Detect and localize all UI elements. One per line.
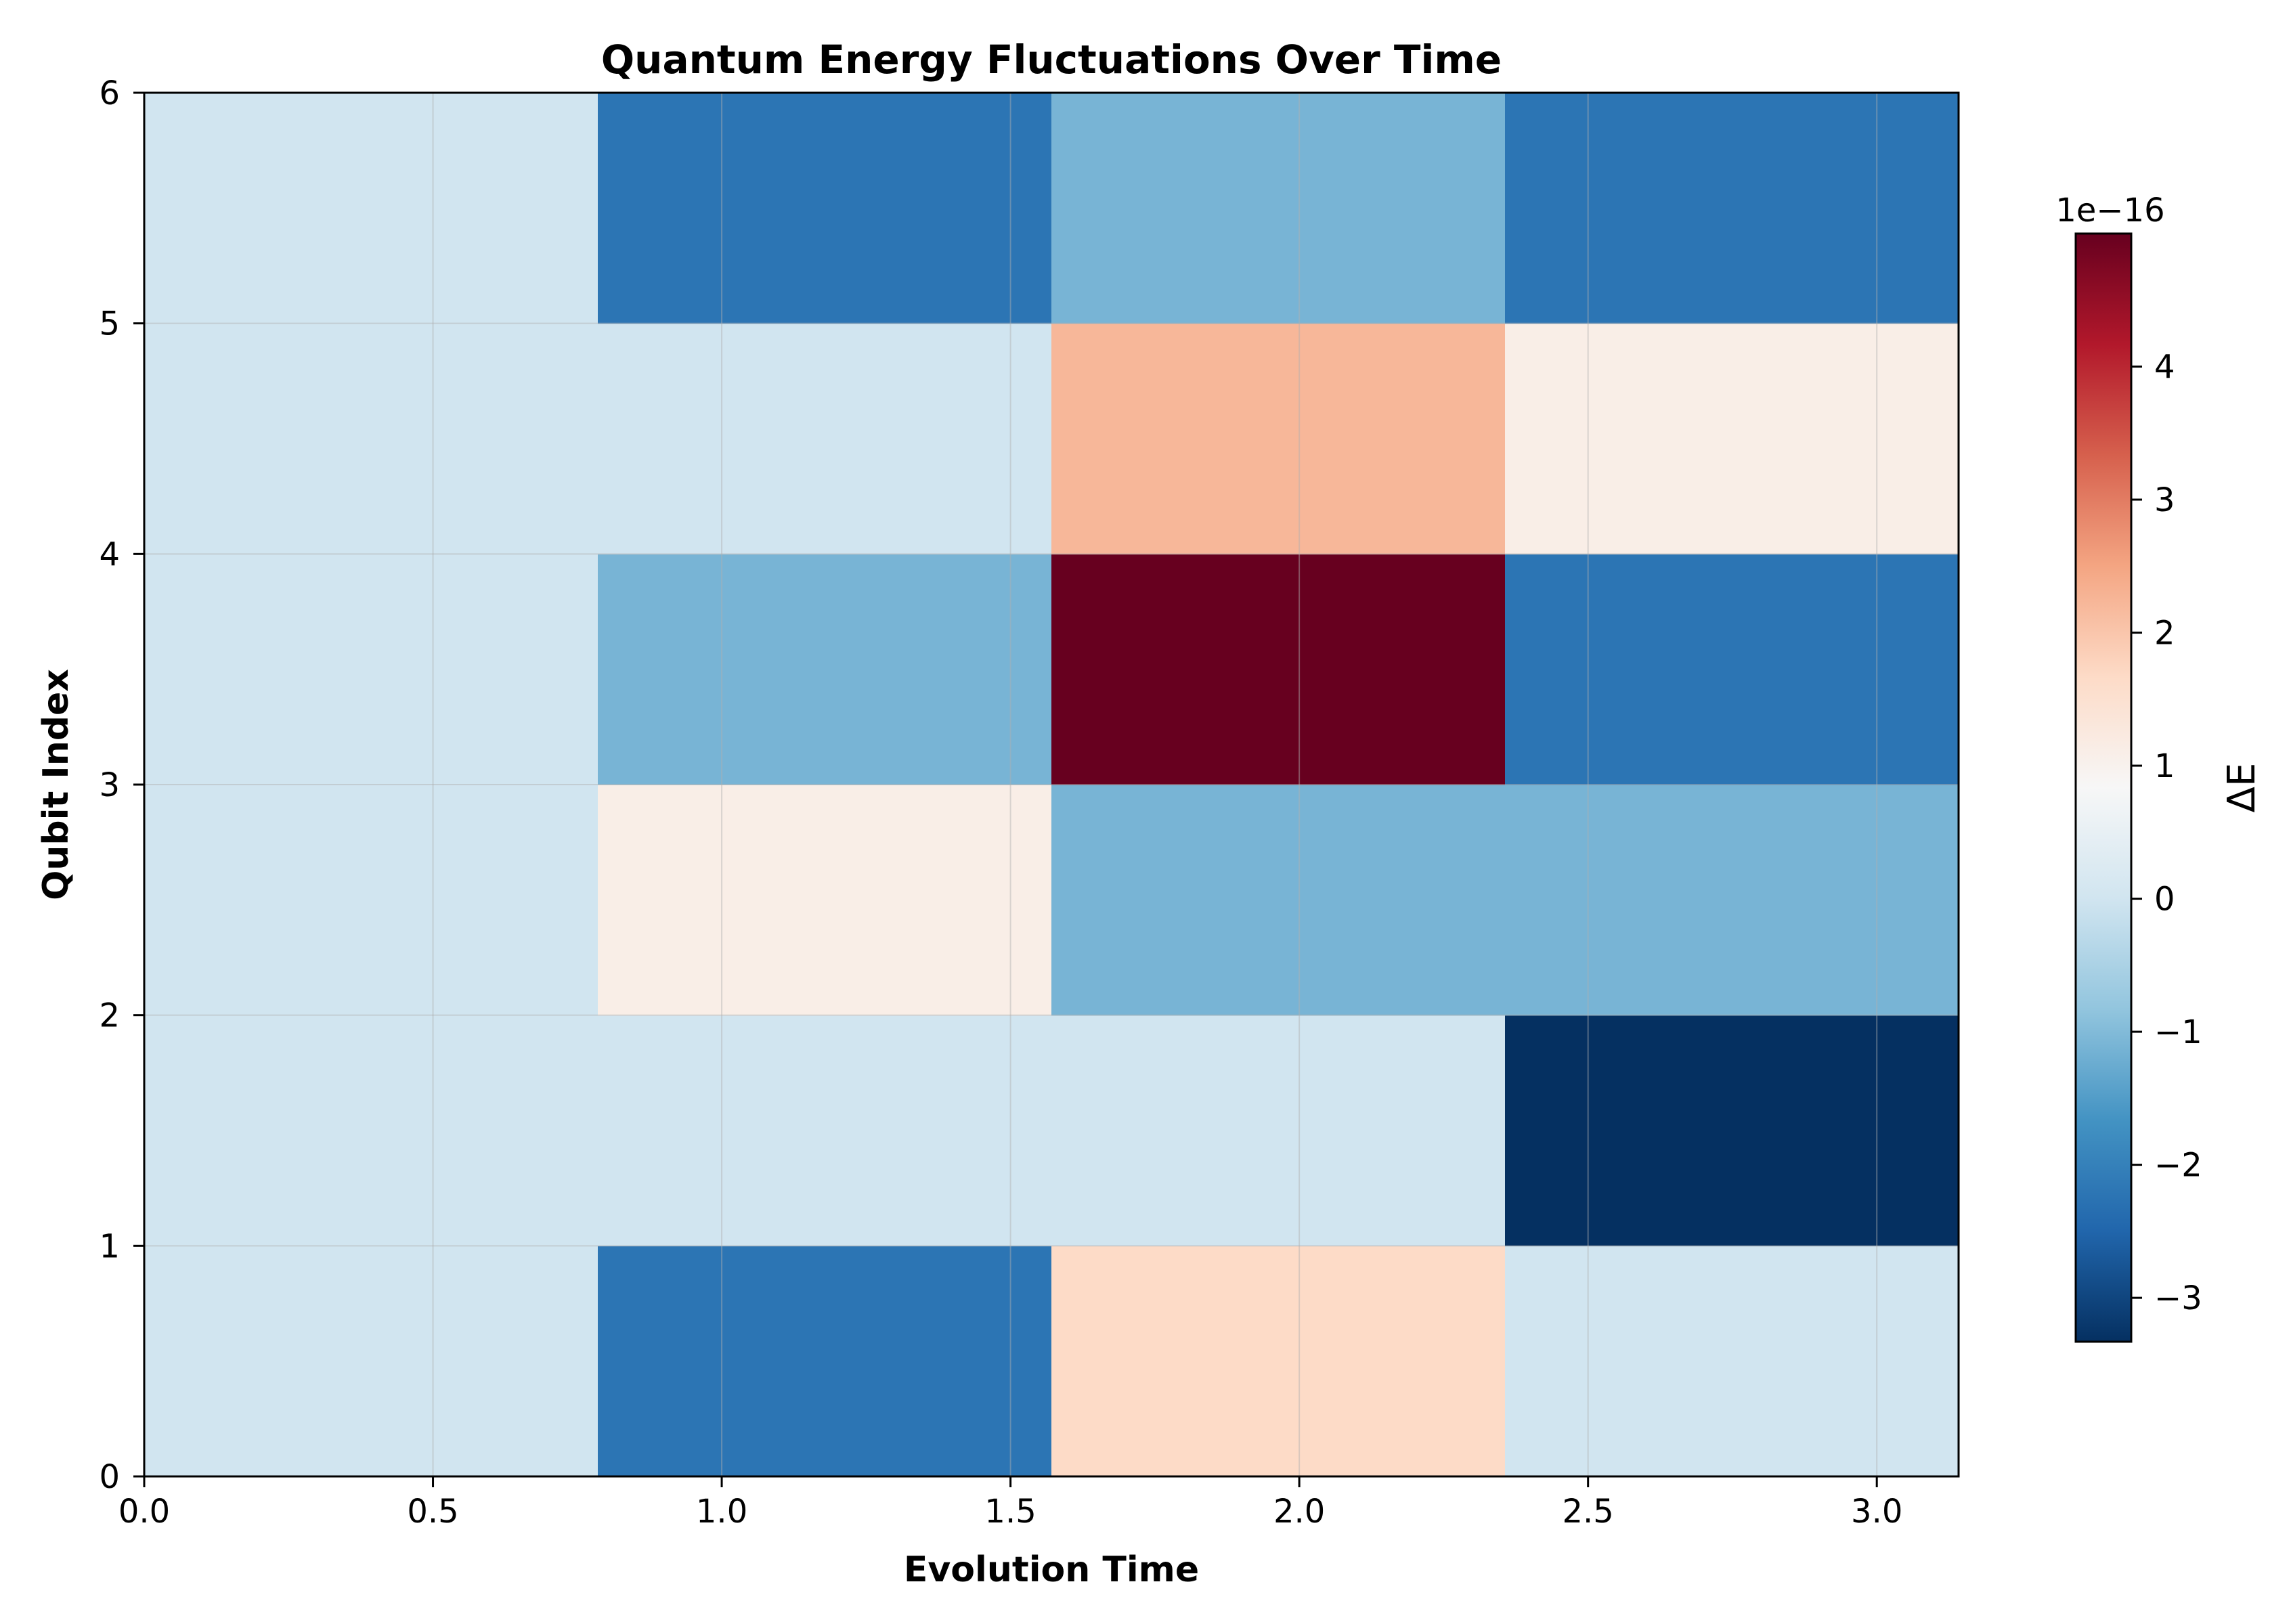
heatmap-cell — [598, 93, 1052, 324]
heatmap-cell — [1505, 323, 1959, 554]
heatmap-cell — [144, 785, 598, 1016]
heatmap-cell — [1505, 1015, 1959, 1246]
colorbar-tick-label: 4 — [2154, 349, 2175, 387]
colorbar-ticks: −3 −2 −1 0 1 2 3 4 — [2131, 349, 2202, 1317]
colorbar-offset-text: 1e−16 — [2055, 192, 2164, 229]
colorbar-tick-label: −3 — [2154, 1279, 2202, 1317]
chart-title: Quantum Energy Fluctuations Over Time — [601, 37, 1502, 83]
y-tick-label: 0 — [99, 1458, 120, 1496]
heatmap-cell — [144, 554, 598, 785]
colorbar-tick-label: 2 — [2154, 615, 2175, 653]
colorbar-tick-label: −1 — [2154, 1013, 2202, 1051]
colorbar-tick-label: 1 — [2154, 747, 2175, 785]
heatmap-cell — [1051, 1015, 1506, 1246]
heatmap-cell — [598, 554, 1052, 785]
x-tick-label: 2.0 — [1273, 1493, 1325, 1531]
heatmap-cell — [1051, 785, 1506, 1016]
y-tick-label: 3 — [99, 766, 120, 804]
heatmap-cell — [144, 93, 598, 324]
colorbar-tick-label: 0 — [2154, 881, 2175, 919]
x-tick-label: 0.0 — [118, 1493, 170, 1531]
y-tick-label: 5 — [99, 305, 120, 343]
heatmap-cell — [1051, 554, 1506, 785]
y-tick-label: 2 — [99, 997, 120, 1035]
y-axis-ticks: 0 1 2 3 4 5 6 — [99, 74, 144, 1496]
colorbar: −3 −2 −1 0 1 2 3 4 1e−16 ΔE — [2055, 192, 2264, 1343]
heatmap-cells — [144, 93, 1959, 1477]
heatmap-cell — [1505, 1246, 1959, 1477]
heatmap-cell — [1051, 323, 1506, 554]
x-tick-label: 0.5 — [407, 1493, 458, 1531]
heatmap-cell — [144, 323, 598, 554]
heatmap-cell — [598, 785, 1052, 1016]
colorbar-label: ΔE — [2220, 763, 2264, 813]
y-tick-label: 6 — [99, 74, 120, 112]
y-axis-title: Qubit Index — [36, 669, 77, 900]
heatmap-cell — [1051, 1246, 1506, 1477]
x-axis-ticks: 0.0 0.5 1.0 1.5 2.0 2.5 3.0 — [118, 1476, 1902, 1531]
colorbar-tick-label: −2 — [2154, 1147, 2202, 1185]
x-tick-label: 2.5 — [1562, 1493, 1613, 1531]
x-tick-label: 1.5 — [984, 1493, 1036, 1531]
heatmap-cell — [144, 1015, 598, 1246]
heatmap-cell — [1505, 93, 1959, 324]
heatmap-cell — [598, 1015, 1052, 1246]
x-tick-label: 3.0 — [1851, 1493, 1902, 1531]
heatmap-cell — [598, 1246, 1052, 1477]
colorbar-gradient — [2074, 232, 2133, 1343]
heatmap-cell — [144, 1246, 598, 1477]
colorbar-tick-label: 3 — [2154, 481, 2175, 519]
heatmap-cell — [1051, 93, 1506, 324]
heatmap-cell — [1505, 554, 1959, 785]
y-tick-label: 1 — [99, 1227, 120, 1265]
y-tick-label: 4 — [99, 535, 120, 573]
heatmap-cell — [1505, 785, 1959, 1016]
x-axis-title: Evolution Time — [904, 1550, 1199, 1590]
x-tick-label: 1.0 — [696, 1493, 747, 1531]
heatmap-cell — [598, 323, 1052, 554]
